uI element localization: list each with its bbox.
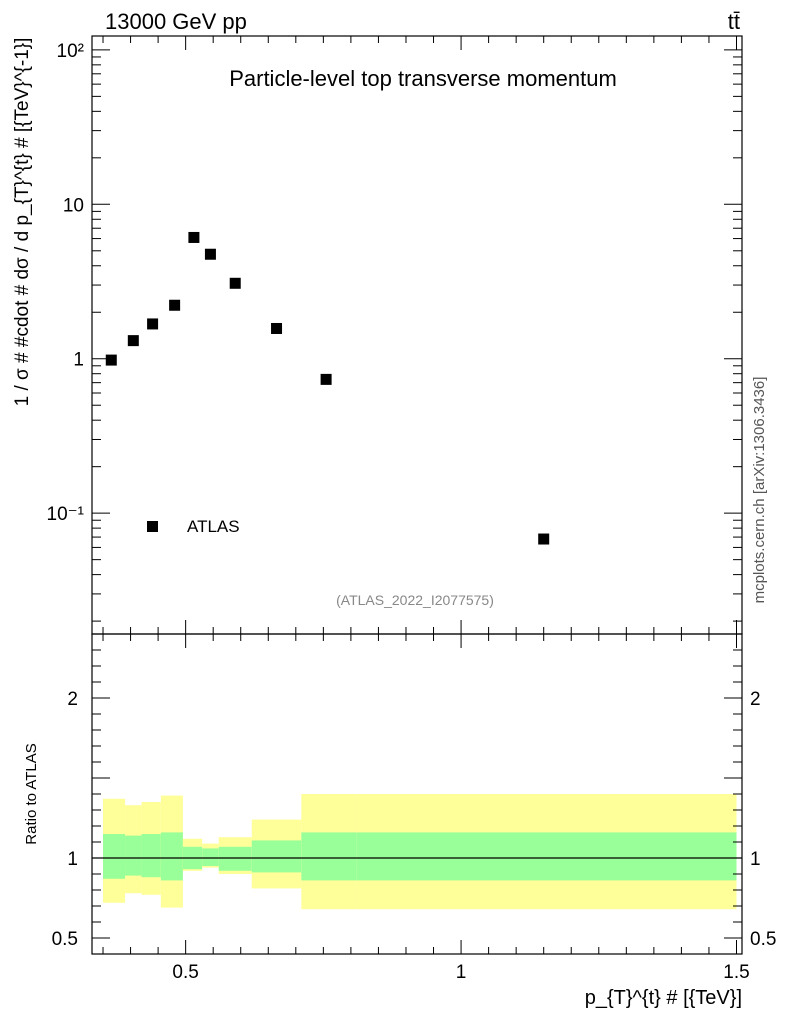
data-point [147, 318, 159, 330]
ratio-plot-frame [91, 633, 743, 955]
x-axis-label: p_{T}^{t} # [{TeV}] [585, 987, 742, 1009]
main-ylabel: 1 / σ # #cdot # dσ / d p_{T}^{t} # [{TeV… [12, 38, 33, 407]
ratio-y-tick-label-left: 0.5 [52, 929, 78, 950]
data-point [538, 533, 550, 545]
data-point [204, 248, 216, 260]
ratio-inner-band [141, 834, 161, 878]
main-y-tick-label: 10² [57, 41, 84, 62]
main-y-tick-label: 10⁻¹ [47, 504, 85, 525]
ratio-inner-band [160, 832, 183, 881]
ratio-inner-band [301, 832, 357, 881]
ratio-y-tick-label-right: 2 [750, 689, 761, 710]
ratio-y-tick-label-right: 1 [750, 849, 761, 870]
main-plot-frame [91, 35, 743, 635]
axis-ticks: 0.5 1 1.5 10⁻¹ 1 10 10² 0.5 0.5 1 1 2 2 [47, 36, 776, 983]
ratio-y-tick-label-left: 1 [67, 849, 78, 870]
ratio-inner-band [202, 848, 219, 866]
ratio-ylabel: Ratio to ATLAS [23, 743, 40, 844]
main-y-tick-label: 1 [73, 350, 84, 371]
x-tick-label: 0.5 [172, 962, 198, 983]
legend-label: ATLAS [187, 517, 240, 536]
data-point [229, 277, 241, 289]
data-point [320, 373, 332, 385]
legend-marker [147, 521, 158, 532]
ratio-y-tick-label-right: 0.5 [750, 929, 776, 950]
ratio-inner-band [103, 834, 126, 879]
chart-title: Particle-level top transverse momentum [229, 66, 617, 91]
ratio-inner-band [356, 832, 737, 881]
x-tick-label: 1 [456, 962, 467, 983]
ratio-inner-band [251, 840, 302, 873]
main-y-tick-label: 10 [63, 195, 84, 216]
data-point [169, 299, 181, 311]
data-point [188, 231, 200, 243]
ratio-inner-band [218, 846, 252, 871]
analysis-id: (ATLAS_2022_I2077575) [336, 592, 494, 608]
ratio-y-tick-label-left: 2 [67, 689, 78, 710]
data-point [127, 335, 139, 347]
side-label: mcplots.cern.ch [arXiv:1306.3436] [751, 377, 768, 604]
ratio-bands [103, 794, 737, 910]
x-tick-label: 1.5 [723, 962, 749, 983]
data-point [271, 322, 283, 334]
data-point [105, 354, 117, 366]
header-left: 13000 GeV pp [105, 9, 247, 34]
ratio-inner-band [125, 835, 142, 876]
main-points [105, 231, 550, 545]
header-right: tt̄ [728, 9, 740, 34]
